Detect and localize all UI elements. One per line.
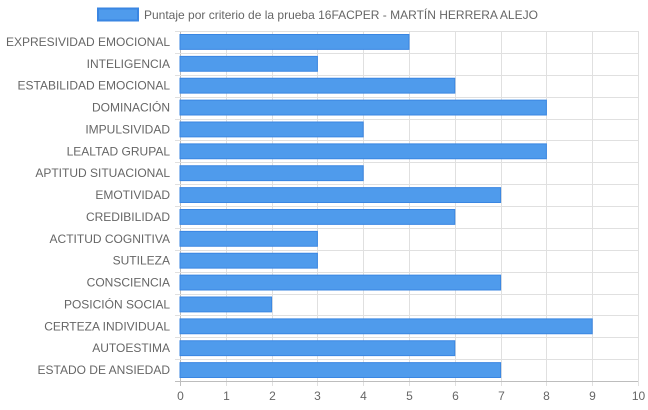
bar[interactable] [179, 274, 502, 291]
x-tick-label: 10 [632, 389, 646, 403]
legend[interactable]: Puntaje por criterio de la prueba 16FACP… [97, 7, 538, 22]
category-label: ESTADO DE ANSIEDAD [38, 363, 171, 377]
category-label: ACTITUD COGNITIVA [50, 232, 170, 246]
category-label: AUTOESTIMA [92, 341, 170, 355]
x-tick-label: 5 [406, 389, 413, 403]
category-label: SUTILEZA [113, 254, 170, 268]
bar[interactable] [179, 55, 318, 72]
category-label: CREDIBILIDAD [86, 210, 170, 224]
bar[interactable] [179, 318, 593, 335]
x-tick-label: 6 [452, 389, 459, 403]
x-tick-label: 9 [589, 389, 596, 403]
category-label: EMOTIVIDAD [95, 188, 170, 202]
bar[interactable] [179, 34, 410, 50]
x-axis-labels: 0 1 2 3 4 5 6 7 8 9 10 [177, 389, 645, 403]
category-label: APTITUD SITUACIONAL [35, 166, 170, 180]
bar[interactable] [179, 99, 547, 116]
bar[interactable] [179, 252, 318, 269]
x-tick-label: 8 [543, 389, 550, 403]
category-label: EXPRESIVIDAD EMOCIONAL [6, 35, 170, 49]
x-tick-label: 2 [269, 389, 276, 403]
bar[interactable] [179, 143, 547, 160]
x-tick-label: 7 [498, 389, 505, 403]
bar[interactable] [179, 340, 456, 357]
x-tick-label: 4 [360, 389, 367, 403]
y-axis-labels: EXPRESIVIDAD EMOCIONAL INTELIGENCIA ESTABI… [6, 35, 170, 377]
bars [179, 34, 593, 378]
category-label: ESTABILIDAD EMOCIONAL [18, 79, 171, 93]
category-label: POSICIÓN SOCIAL [64, 296, 170, 311]
bar[interactable] [179, 187, 502, 203]
legend-swatch [97, 7, 139, 22]
x-tick-label: 1 [223, 389, 230, 403]
bar[interactable] [179, 230, 318, 247]
x-tick-label: 3 [314, 389, 321, 403]
category-label: LEALTAD GRUPAL [67, 144, 171, 158]
bar[interactable] [179, 77, 456, 94]
x-tick-label: 0 [177, 389, 184, 403]
bar[interactable] [179, 165, 364, 182]
bar[interactable] [179, 296, 273, 313]
legend-label: Puntaje por criterio de la prueba 16FACP… [144, 7, 538, 22]
bar[interactable] [179, 121, 364, 138]
category-label: DOMINACIÓN [92, 100, 170, 115]
bar[interactable] [179, 209, 456, 225]
category-label: IMPULSIVIDAD [85, 122, 170, 136]
category-label: CONSCIENCIA [87, 276, 170, 290]
category-label: INTELIGENCIA [87, 57, 170, 71]
bar[interactable] [179, 362, 502, 378]
category-label: CERTEZA INDIVIDUAL [44, 319, 170, 333]
